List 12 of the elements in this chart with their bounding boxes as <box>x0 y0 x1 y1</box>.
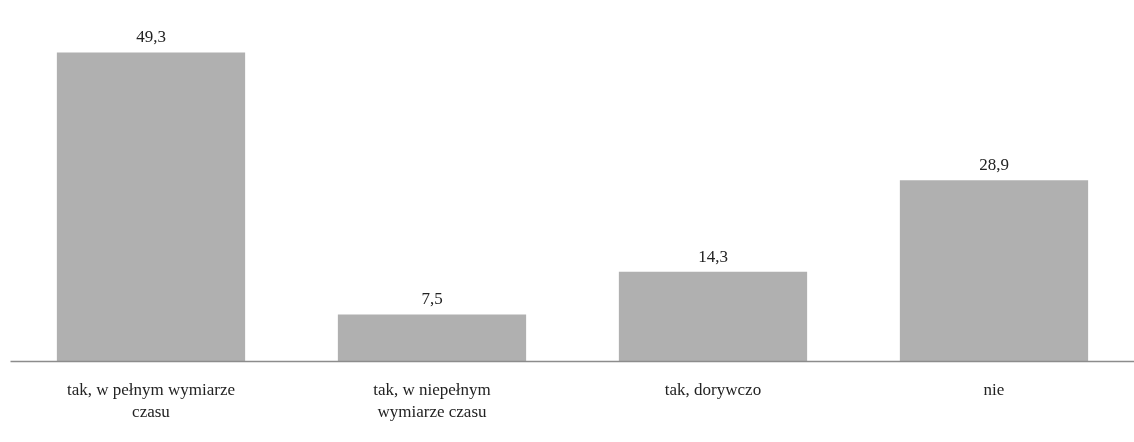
x-tick-label: tak, dorywczo <box>664 379 762 399</box>
bar <box>337 314 527 362</box>
data-label: 28,9 <box>979 155 1009 175</box>
bar <box>56 52 246 362</box>
bar <box>618 271 808 362</box>
data-label: 14,3 <box>698 246 728 266</box>
bar <box>899 180 1089 362</box>
data-label: 7,5 <box>421 289 443 309</box>
x-tick-label: nie <box>983 379 1005 399</box>
x-tick-label: tak, w pełnym wymiarze czasu <box>66 379 236 422</box>
data-label: 49,3 <box>136 27 166 47</box>
x-tick-label: tak, w niepełnym wymiarze czasu <box>373 379 491 422</box>
